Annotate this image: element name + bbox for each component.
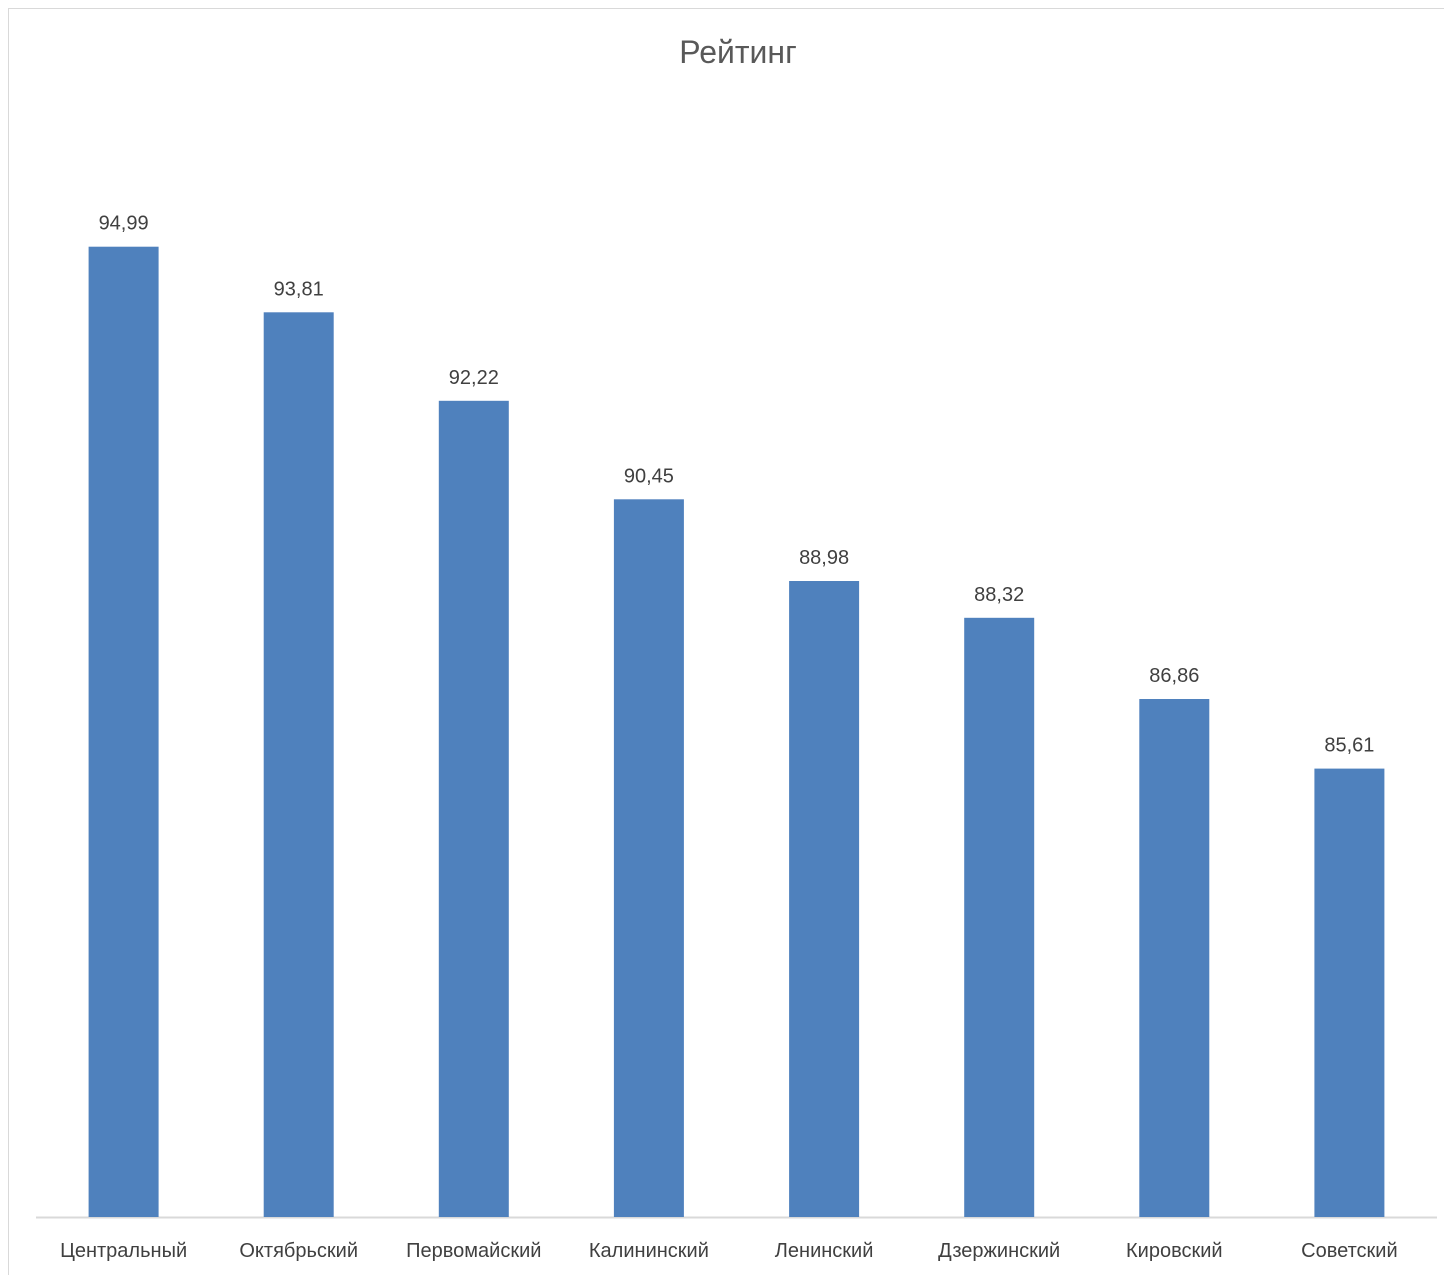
chart-title: Рейтинг — [679, 34, 796, 70]
data-label-6: 88,32 — [974, 584, 1024, 606]
category-label-2: Октябрьский — [239, 1240, 358, 1262]
category-label-5: Ленинский — [775, 1240, 874, 1262]
category-labels-group: Центральный Октябрьский Первомайский Калини… — [60, 1240, 1398, 1262]
bar-3 — [438, 400, 509, 1217]
category-label-7: Кировский — [1126, 1240, 1223, 1262]
bar-1 — [88, 246, 159, 1217]
bar-6 — [964, 617, 1035, 1217]
bar-7 — [1139, 699, 1210, 1217]
bars-group — [88, 246, 1385, 1217]
data-label-4: 90,45 — [624, 465, 674, 487]
data-label-2: 93,81 — [274, 278, 324, 300]
data-label-8: 85,61 — [1324, 735, 1374, 757]
bar-5 — [789, 581, 860, 1217]
data-label-5: 88,98 — [799, 547, 849, 569]
bar-2 — [263, 312, 334, 1217]
bar-8 — [1314, 768, 1385, 1217]
category-label-4: Калининский — [589, 1240, 709, 1262]
data-label-3: 92,22 — [449, 367, 499, 389]
bar-4 — [613, 499, 684, 1217]
data-label-1: 94,99 — [99, 213, 149, 235]
chart-frame — [8, 8, 1444, 1275]
category-label-6: Дзержинский — [938, 1240, 1060, 1262]
data-labels-group: 94,99 93,81 92,22 90,45 88,98 88,32 86,86 85,61 — [99, 213, 1375, 757]
data-label-7: 86,86 — [1149, 665, 1199, 687]
category-label-3: Первомайский — [406, 1240, 541, 1262]
category-label-1: Центральный — [60, 1240, 187, 1262]
category-label-8: Советский — [1301, 1240, 1397, 1262]
